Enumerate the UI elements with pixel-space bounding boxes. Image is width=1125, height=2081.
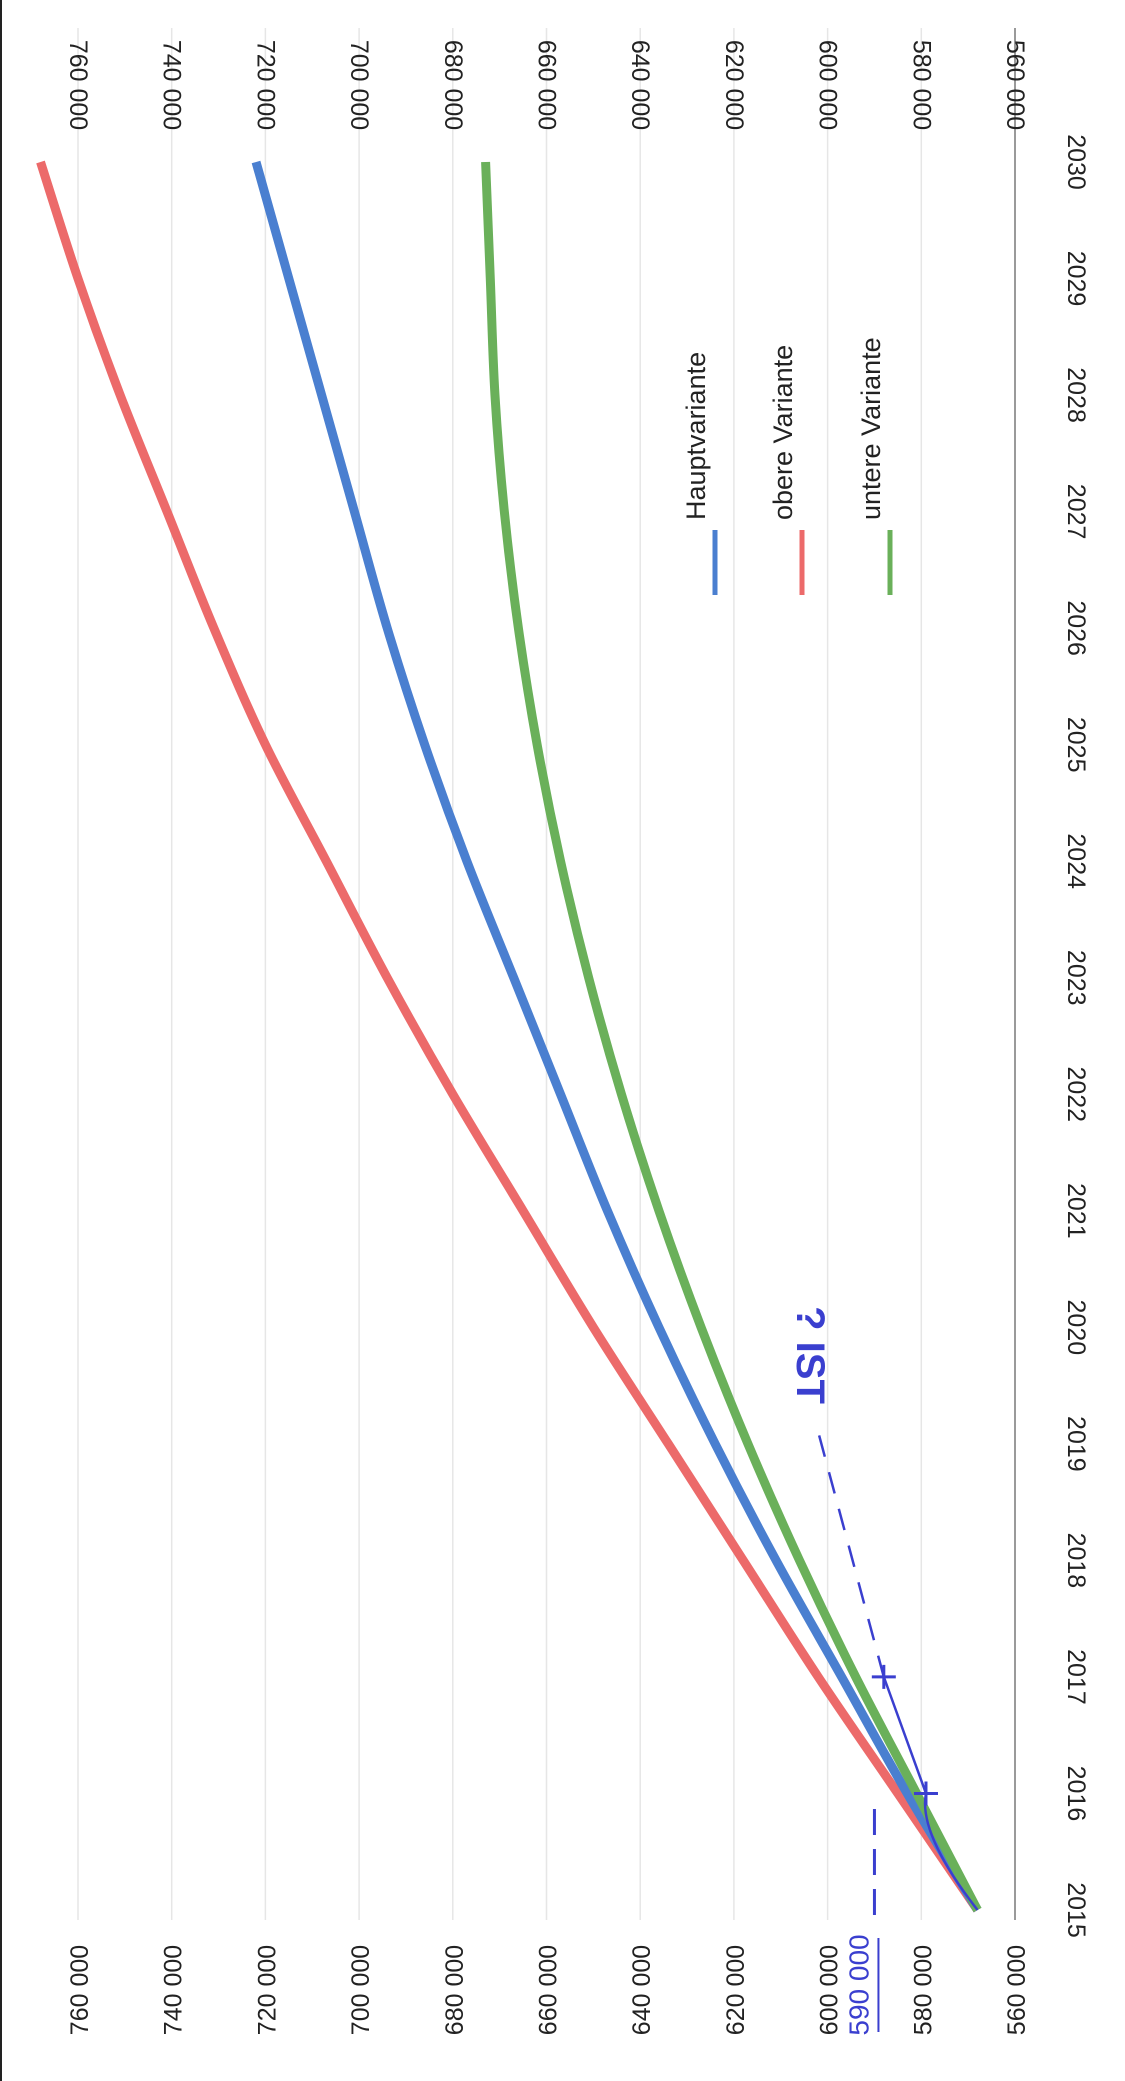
gridlines (77, 28, 1016, 1920)
series-line-untere-variante (481, 161, 982, 1913)
y-tick-labels-top: 560 000 580 000 600 000 620 000 640 000 660 0… (64, 40, 1029, 130)
legend: Hauptvariante obere Variante untere Varian… (681, 337, 893, 595)
y-tick-label: 560 000 (1003, 1945, 1031, 2035)
y-tick-label-top: 580 000 (907, 40, 935, 130)
ist-extrapolation (813, 1419, 886, 1678)
x-tick-label: 2027 (1062, 484, 1090, 540)
legend-label: untere Variante (856, 337, 886, 520)
y-tick-labels-bottom: 560 000 580 000 600 000 620 000 640 000 660 0… (66, 1945, 1031, 2035)
y-tick-label-top: 740 000 (158, 40, 186, 130)
y-tick-label-top: 680 000 (439, 40, 467, 130)
y-tick-label-top: 700 000 (345, 40, 373, 130)
y-tick-label: 720 000 (253, 1945, 281, 2035)
y-tick-label-top: 560 000 (1001, 40, 1029, 130)
handwritten-annotations: 590 000 ? IST (788, 1306, 979, 2036)
handwritten-value: 590 000 (843, 1934, 874, 2035)
x-tick-label: 2016 (1062, 1766, 1090, 1822)
y-tick-label-top: 620 000 (720, 40, 748, 130)
y-tick-label: 740 000 (160, 1945, 188, 2035)
x-tick-label: 2023 (1062, 950, 1090, 1006)
x-tick-label: 2030 (1062, 134, 1090, 190)
y-tick-label: 620 000 (722, 1945, 750, 2035)
y-tick-label: 680 000 (441, 1945, 469, 2035)
x-tick-label: 2025 (1062, 717, 1090, 773)
x-tick-label: 2021 (1062, 1183, 1090, 1239)
x-tick-label: 2029 (1062, 251, 1090, 307)
series-line-obere-variante (36, 160, 982, 1913)
x-tick-labels: 2015 2016 2017 2018 2019 2020 2021 2022 2023 2024… (1062, 134, 1090, 1938)
legend-label: Hauptvariante (681, 352, 711, 520)
y-tick-label-top: 660 000 (533, 40, 561, 130)
handwritten-note: ? IST (788, 1306, 832, 1404)
ist-point-marker (913, 1781, 938, 1806)
y-tick-label: 660 000 (535, 1945, 563, 2035)
x-tick-label: 2028 (1062, 367, 1090, 423)
x-tick-label: 2026 (1062, 600, 1090, 656)
y-tick-label-top: 720 000 (251, 40, 279, 130)
y-tick-label: 640 000 (628, 1945, 656, 2035)
series-line-hauptvariante (251, 160, 982, 1913)
y-tick-label: 600 000 (816, 1945, 844, 2035)
y-tick-label: 700 000 (347, 1945, 375, 2035)
x-tick-label: 2024 (1062, 833, 1090, 889)
x-tick-label: 2019 (1062, 1416, 1090, 1472)
y-tick-label: 580 000 (909, 1945, 937, 2035)
x-tick-label: 2017 (1062, 1649, 1090, 1705)
y-tick-label-top: 760 000 (64, 40, 92, 130)
x-tick-label: 2022 (1062, 1066, 1090, 1122)
x-tick-label: 2015 (1062, 1882, 1090, 1938)
legend-label: obere Variante (768, 345, 798, 520)
series-lines (36, 160, 982, 1913)
x-tick-label: 2020 (1062, 1300, 1090, 1356)
x-tick-label: 2018 (1062, 1533, 1090, 1589)
y-tick-label: 760 000 (66, 1945, 94, 2035)
y-tick-label-top: 640 000 (626, 40, 654, 130)
y-tick-label-top: 600 000 (814, 40, 842, 130)
